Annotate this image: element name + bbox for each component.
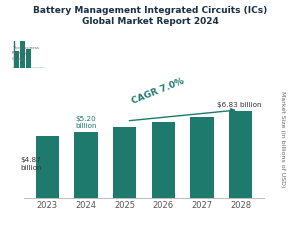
Bar <box>190 117 214 198</box>
Bar <box>14 51 19 68</box>
Bar <box>26 49 31 68</box>
Text: Market Size (in billions of USD): Market Size (in billions of USD) <box>280 91 284 188</box>
Text: $5.20
billion: $5.20 billion <box>75 116 97 129</box>
Text: CAGR 7.0%: CAGR 7.0% <box>130 76 185 106</box>
Text: $4.87
billion: $4.87 billion <box>20 157 42 171</box>
Bar <box>113 127 136 198</box>
Text: $6.83 billion: $6.83 billion <box>217 102 261 108</box>
Bar <box>36 136 59 198</box>
Bar <box>74 132 98 198</box>
Bar <box>229 111 252 198</box>
Bar <box>152 122 175 198</box>
Text: Global Market Report 2024: Global Market Report 2024 <box>82 17 218 26</box>
Bar <box>20 40 25 68</box>
Text: Battery Management Integrated Circuits (ICs): Battery Management Integrated Circuits (… <box>33 6 267 15</box>
Text: The Business
Research
Company: The Business Research Company <box>12 46 39 61</box>
